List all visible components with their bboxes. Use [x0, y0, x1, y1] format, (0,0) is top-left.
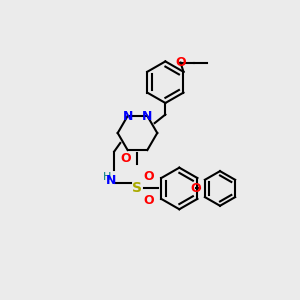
Text: O: O [121, 152, 131, 165]
Text: N: N [122, 110, 133, 122]
Text: O: O [144, 194, 154, 206]
Text: O: O [190, 182, 201, 195]
Text: O: O [144, 170, 154, 183]
Text: N: N [106, 174, 116, 187]
Text: O: O [175, 56, 186, 69]
Text: N: N [142, 110, 152, 122]
Text: S: S [133, 182, 142, 196]
Text: H: H [103, 172, 111, 182]
